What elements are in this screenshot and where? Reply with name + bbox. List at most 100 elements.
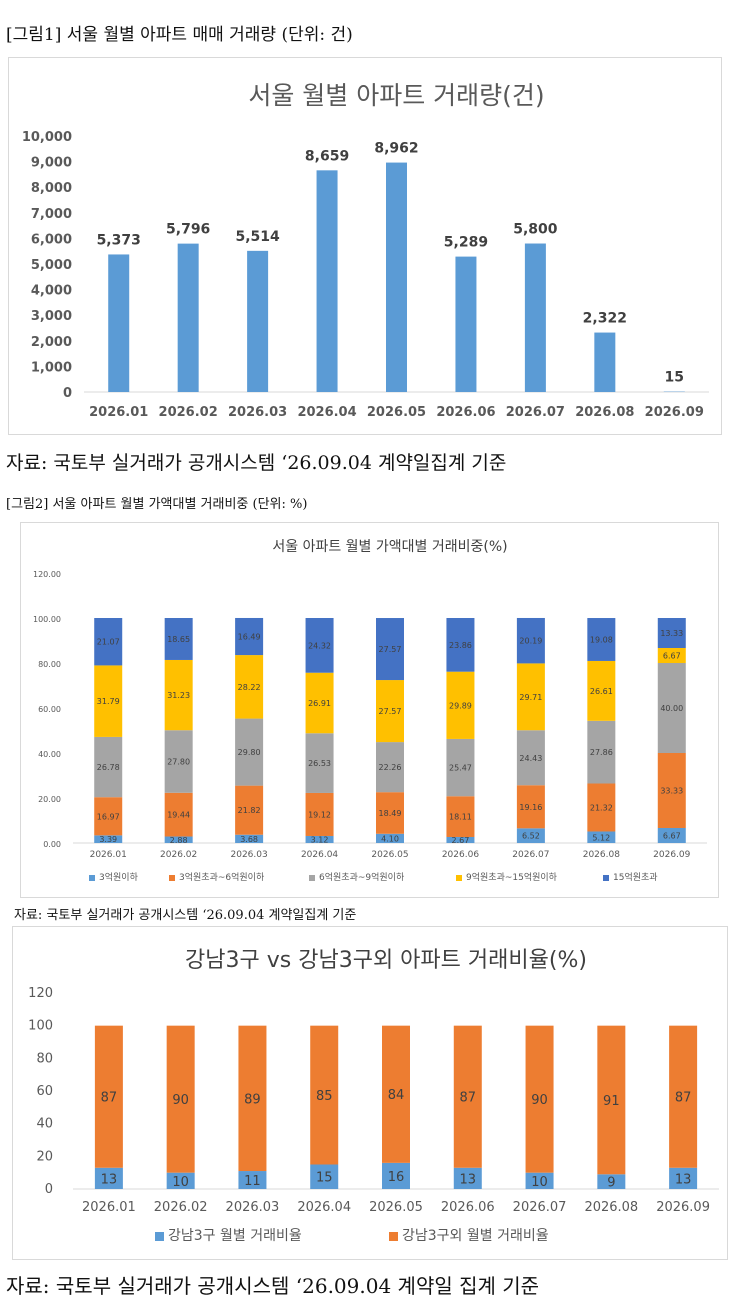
chart2-xtick-label: 2026.04 xyxy=(301,850,338,860)
chart1-ytick-label: 6,000 xyxy=(31,232,72,247)
chart2-segment xyxy=(376,742,404,793)
chart2-segment-label: 18.65 xyxy=(167,635,190,644)
chart2-xtick-label: 2026.06 xyxy=(442,850,479,860)
chart2-segment xyxy=(94,835,123,843)
chart1-value-label: 5,800 xyxy=(513,222,558,238)
chart2-segment xyxy=(235,655,264,719)
chart3-ytick-label: 0 xyxy=(45,1182,53,1197)
chart2-segment-label: 4.10 xyxy=(381,834,399,843)
chart1-value-label: 5,373 xyxy=(97,232,141,248)
chart1-title: 서울 월별 아파트 거래량(건) xyxy=(248,81,544,110)
chart2-segment xyxy=(235,834,264,843)
chart1-ytick-label: 10,000 xyxy=(22,130,72,145)
chart1-xtick-label: 2026.02 xyxy=(159,405,218,420)
chart1-xtick-label: 2026.07 xyxy=(506,405,565,420)
chart3-segment xyxy=(238,1171,267,1189)
chart2-title: 서울 아파트 월별 가액대별 거래비중(%) xyxy=(272,539,507,555)
chart2-segment xyxy=(587,783,616,832)
chart3-segment-label: 10 xyxy=(172,1175,189,1190)
chart2-segment-label: 23.86 xyxy=(449,641,472,650)
chart1-bar xyxy=(524,243,546,392)
chart2-legend-label: 6억원초과~9억원이하 xyxy=(319,871,405,883)
chart3-segment-label: 87 xyxy=(675,1091,692,1106)
chart2-segment-label: 31.23 xyxy=(167,691,190,700)
chart1-ytick-label: 1,000 xyxy=(31,360,72,375)
chart2-legend-label: 9억원초과~15억원이하 xyxy=(466,871,558,883)
chart1-ytick-label: 3,000 xyxy=(31,309,72,324)
chart3-segment xyxy=(382,1025,410,1163)
chart2-segment-label: 19.16 xyxy=(519,803,542,812)
chart3-segment xyxy=(597,1025,626,1175)
chart2-segment-label: 3.39 xyxy=(99,835,117,844)
chart2-legend-swatch xyxy=(89,875,95,881)
chart3-segment xyxy=(94,1167,123,1189)
chart1-value-label: 8,962 xyxy=(374,141,418,157)
chart2-segment-label: 27.86 xyxy=(590,748,613,757)
chart2-segment xyxy=(94,618,123,666)
chart2-xtick-label: 2026.03 xyxy=(231,850,268,860)
chart2-segment xyxy=(305,733,334,793)
chart2-segment-label: 40.00 xyxy=(660,704,683,713)
chart3-legend-label: 강남3구외 월별 거래비율 xyxy=(402,1228,549,1244)
chart2-segment-label: 24.32 xyxy=(308,641,331,650)
chart2-segment-label: 16.49 xyxy=(238,633,261,642)
chart2-legend-swatch xyxy=(309,875,315,881)
chart2-segment xyxy=(94,665,123,737)
chart2-segment xyxy=(516,730,545,786)
chart2-segment xyxy=(164,792,193,837)
chart2-segment-label: 33.33 xyxy=(660,787,683,796)
chart2-segment xyxy=(587,720,616,784)
chart1-xtick-label: 2026.03 xyxy=(228,405,287,420)
chart1-bar xyxy=(594,332,616,392)
chart2-legend-swatch xyxy=(169,875,175,881)
chart2-segment-label: 22.26 xyxy=(379,763,402,772)
chart3-segment-label: 89 xyxy=(244,1092,261,1107)
chart2-segment-label: 27.57 xyxy=(379,707,402,716)
chart3-ytick-label: 20 xyxy=(36,1149,53,1164)
chart2-segment xyxy=(305,672,334,734)
chart2-segment-label: 13.33 xyxy=(660,629,683,638)
chart3-segment-label: 11 xyxy=(244,1174,261,1189)
chart2-segment xyxy=(446,618,475,672)
chart2-segment-label: 2.88 xyxy=(170,836,188,845)
chart3-segment xyxy=(525,1172,554,1189)
chart3-xtick-label: 2026.02 xyxy=(154,1200,208,1215)
chart2-segment-label: 24.43 xyxy=(519,754,542,763)
chart3-ytick-label: 100 xyxy=(28,1019,53,1034)
figure1-source: 자료: 국토부 실거래가 공개시스템 ‘26.09.04 계약일집계 기준 xyxy=(6,452,507,474)
chart3-segment-label: 87 xyxy=(460,1091,477,1106)
chart3-segment-label: 16 xyxy=(388,1170,405,1185)
chart1-xtick-label: 2026.06 xyxy=(436,405,495,420)
chart2-xtick-label: 2026.09 xyxy=(653,850,690,860)
chart3-segment xyxy=(597,1174,626,1189)
chart1-ytick-label: 9,000 xyxy=(31,156,72,171)
chart2-segment xyxy=(164,730,193,793)
chart2-segment-label: 31.79 xyxy=(97,697,120,706)
chart1-svg: 서울 월별 아파트 거래량(건) 0 1,000 2,000 3,000 4,000 5,0… xyxy=(22,81,709,420)
chart2-segment-label: 6.52 xyxy=(522,832,540,841)
chart2-ytick-label: 120.00 xyxy=(33,570,61,579)
chart2-segment xyxy=(235,785,264,835)
chart1-value-label: 5,289 xyxy=(444,235,488,251)
chart3-segment-label: 84 xyxy=(388,1088,405,1103)
chart2-segment xyxy=(376,680,404,743)
chart2-legend-swatch xyxy=(603,875,609,881)
chart2-svg: 서울 아파트 월별 가액대별 거래비중(%) 0.00 20.00 40.00 60.0… xyxy=(33,539,707,883)
chart3-segment-label: 91 xyxy=(603,1094,620,1109)
chart2-segment xyxy=(657,663,686,753)
chart2-segment xyxy=(305,792,334,836)
chart1-value-label: 5,796 xyxy=(166,222,210,238)
chart2-segment xyxy=(516,617,545,664)
chart3-xtick-label: 2026.04 xyxy=(297,1200,351,1215)
chart1-ytick-label: 8,000 xyxy=(31,181,72,196)
chart2-segment-label: 27.80 xyxy=(167,758,190,767)
chart2-segment-label: 18.11 xyxy=(449,813,472,822)
chart2-segment-label: 19.12 xyxy=(308,811,331,820)
chart2-segment-label: 6.67 xyxy=(663,652,681,661)
chart3-xtick-label: 2026.05 xyxy=(369,1200,423,1215)
chart2-segment xyxy=(235,718,264,786)
chart3-legend-label: 강남3구 월별 거래비율 xyxy=(168,1228,302,1244)
chart3-segment-label: 90 xyxy=(531,1093,548,1108)
chart3-segment xyxy=(525,1025,554,1173)
chart3-segment xyxy=(310,1164,339,1189)
